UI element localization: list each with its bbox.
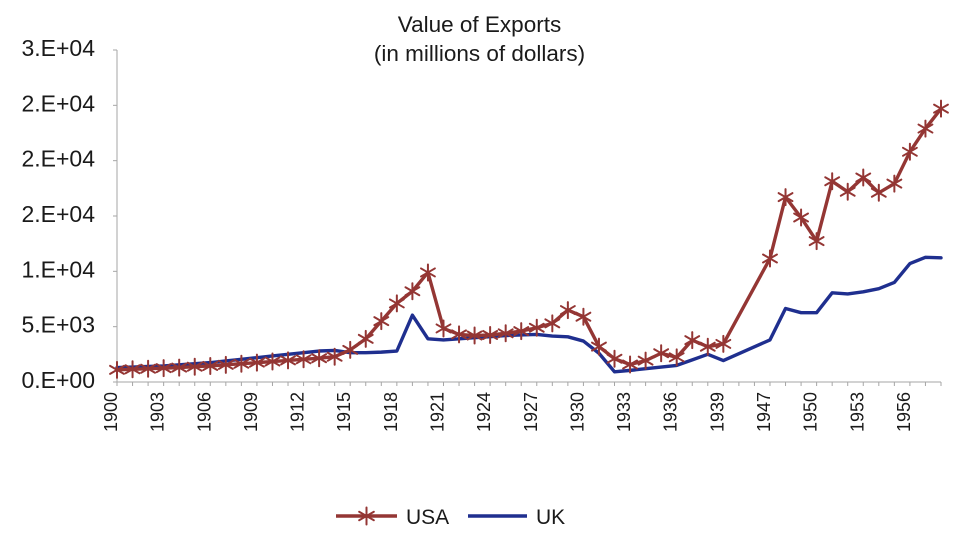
svg-text:2.E+04: 2.E+04 xyxy=(21,146,95,172)
svg-text:1915: 1915 xyxy=(334,392,354,432)
svg-text:0.E+00: 0.E+00 xyxy=(21,367,95,393)
svg-text:1939: 1939 xyxy=(707,392,727,432)
svg-text:1956: 1956 xyxy=(894,392,914,432)
svg-text:1936: 1936 xyxy=(661,392,681,432)
svg-text:1912: 1912 xyxy=(288,392,308,432)
svg-text:1.E+04: 1.E+04 xyxy=(21,256,95,282)
svg-text:1924: 1924 xyxy=(474,392,494,432)
svg-text:5.E+03: 5.E+03 xyxy=(21,312,95,338)
svg-text:1950: 1950 xyxy=(801,392,821,432)
svg-text:1909: 1909 xyxy=(241,392,261,432)
svg-text:2.E+04: 2.E+04 xyxy=(21,90,95,116)
svg-text:1953: 1953 xyxy=(847,392,867,432)
svg-text:UK: UK xyxy=(536,506,565,529)
svg-text:1947: 1947 xyxy=(754,392,774,432)
svg-text:1921: 1921 xyxy=(427,392,447,432)
svg-text:1927: 1927 xyxy=(521,392,541,432)
svg-text:3.E+04: 3.E+04 xyxy=(21,35,95,61)
svg-text:1933: 1933 xyxy=(614,392,634,432)
svg-text:1918: 1918 xyxy=(381,392,401,432)
svg-text:1906: 1906 xyxy=(194,392,214,432)
svg-text:1900: 1900 xyxy=(101,392,121,432)
svg-text:2.E+04: 2.E+04 xyxy=(21,201,95,227)
svg-text:1930: 1930 xyxy=(567,392,587,432)
svg-text:(in millions of dollars): (in millions of dollars) xyxy=(374,41,585,66)
svg-text:USA: USA xyxy=(406,506,449,529)
svg-text:Value of Exports: Value of Exports xyxy=(398,12,561,37)
svg-text:1903: 1903 xyxy=(148,392,168,432)
